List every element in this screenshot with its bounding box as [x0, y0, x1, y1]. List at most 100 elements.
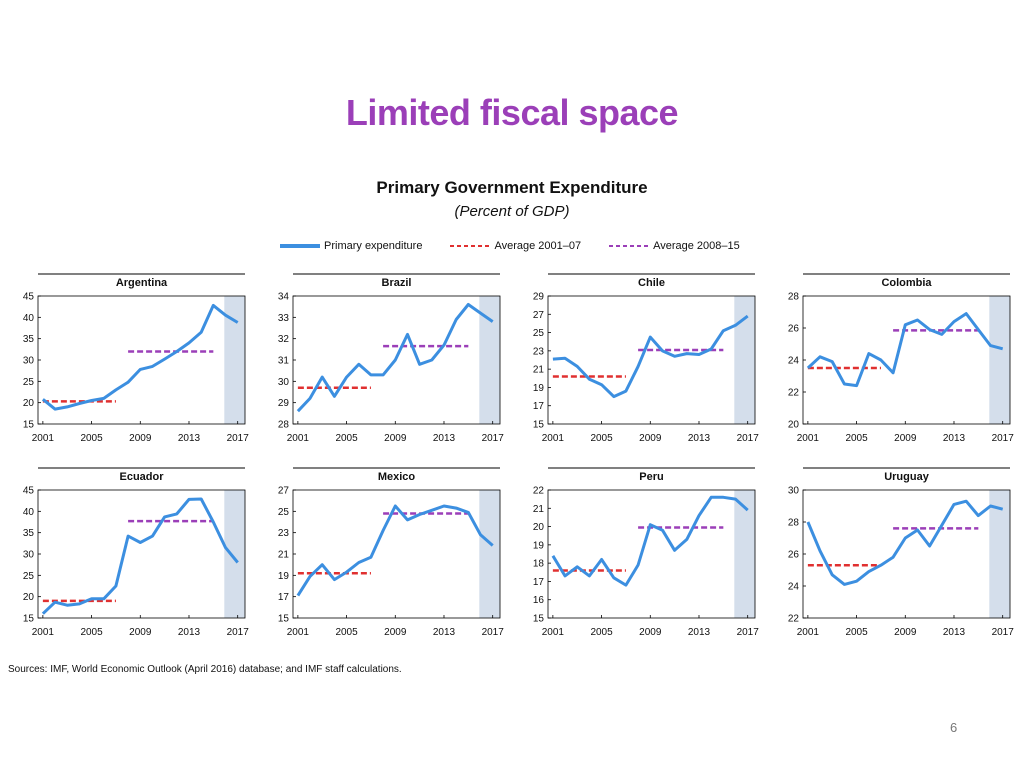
plot-frame — [547, 295, 756, 425]
y-tick-label: 19 — [533, 540, 545, 551]
x-tick-label: 2005 — [335, 433, 358, 444]
x-tick-label: 2009 — [129, 627, 152, 638]
plot-frame — [547, 489, 756, 619]
y-tick-label: 32 — [278, 334, 290, 345]
y-tick-label: 21 — [533, 504, 545, 515]
x-tick-label: 2005 — [590, 433, 613, 444]
y-tick-label: 30 — [278, 377, 290, 388]
y-tick-label: 25 — [23, 377, 35, 388]
forecast-shade — [989, 490, 1010, 618]
chart-title: Peru — [639, 471, 663, 483]
plot-frame — [802, 295, 1011, 425]
x-tick-label: 2017 — [737, 627, 760, 638]
primary-expenditure-line — [296, 303, 494, 413]
y-tick-label: 27 — [533, 310, 545, 321]
chart-peru: Peru 15 16 17 18 19 20 21 22 2001 2005 2009 2013 2017 — [533, 467, 760, 638]
y-tick-label: 29 — [533, 292, 545, 303]
y-tick-label: 19 — [533, 383, 545, 394]
x-tick-label: 2013 — [433, 627, 456, 638]
y-tick-label: 17 — [278, 592, 290, 603]
forecast-shade — [479, 490, 500, 618]
y-tick-label: 23 — [533, 346, 545, 357]
legend: Primary expenditure Average 2001–07 Aver… — [280, 238, 768, 254]
plot-frame — [802, 489, 1011, 619]
y-tick-label: 34 — [278, 292, 290, 303]
y-tick-label: 17 — [533, 401, 545, 412]
y-tick-label: 15 — [533, 614, 545, 625]
forecast-shade — [734, 296, 755, 424]
x-tick-label: 2009 — [384, 627, 407, 638]
x-tick-label: 2013 — [943, 433, 966, 444]
y-tick-label: 30 — [23, 550, 35, 561]
figure-subtitle: (Percent of GDP) — [454, 203, 570, 220]
figure-title: Primary Government Expenditure — [376, 178, 648, 197]
x-tick-label: 2001 — [287, 627, 310, 638]
chart-title: Uruguay — [884, 471, 930, 483]
slide-title: Limited fiscal space — [345, 92, 679, 133]
chart-colombia: Colombia 20 22 24 26 28 2001 2005 2009 2013 2017 — [788, 273, 1015, 444]
y-tick-label: 30 — [23, 356, 35, 367]
y-tick-label: 20 — [788, 420, 800, 431]
y-tick-label: 15 — [23, 614, 35, 625]
x-tick-label: 2001 — [32, 433, 55, 444]
legend-item-avg2: Average 2008–15 — [609, 240, 740, 252]
y-tick-label: 28 — [278, 420, 290, 431]
forecast-shade — [224, 490, 245, 618]
x-tick-label: 2001 — [542, 627, 565, 638]
y-tick-label: 20 — [533, 522, 545, 533]
y-tick-label: 40 — [23, 507, 35, 518]
y-tick-label: 31 — [278, 356, 290, 367]
y-tick-label: 22 — [788, 614, 800, 625]
forecast-shade — [989, 296, 1010, 424]
y-tick-label: 15 — [278, 614, 290, 625]
x-tick-label: 2017 — [227, 627, 250, 638]
x-tick-label: 2005 — [80, 433, 103, 444]
source-note: Sources: IMF, World Economic Outlook (Ap… — [8, 664, 402, 675]
legend-swatch-primary — [280, 244, 320, 248]
y-tick-label: 28 — [788, 292, 800, 303]
x-tick-label: 2013 — [178, 627, 201, 638]
y-tick-label: 22 — [788, 388, 800, 399]
chart-argentina: Argentina 15 20 25 30 35 40 45 2001 2005 2009 2013 2… — [23, 273, 250, 444]
x-tick-label: 2001 — [797, 433, 820, 444]
y-tick-label: 27 — [278, 486, 290, 497]
y-tick-label: 45 — [23, 292, 35, 303]
chart-title: Colombia — [881, 277, 932, 289]
chart-title: Argentina — [116, 277, 168, 289]
primary-expenditure-line — [551, 495, 749, 587]
primary-expenditure-line — [296, 504, 494, 597]
primary-expenditure-line — [806, 312, 1004, 388]
x-tick-label: 2013 — [943, 627, 966, 638]
x-tick-label: 2009 — [894, 433, 917, 444]
x-tick-label: 2005 — [845, 627, 868, 638]
y-tick-label: 24 — [788, 582, 800, 593]
x-tick-label: 2013 — [688, 627, 711, 638]
y-tick-label: 24 — [788, 356, 800, 367]
y-tick-label: 20 — [23, 398, 35, 409]
y-tick-label: 45 — [23, 486, 35, 497]
plot-frame — [37, 295, 246, 425]
x-tick-label: 2013 — [688, 433, 711, 444]
x-tick-label: 2001 — [797, 627, 820, 638]
y-tick-label: 19 — [278, 571, 290, 582]
y-tick-label: 21 — [533, 365, 545, 376]
legend-label-avg1: Average 2001–07 — [494, 240, 582, 252]
x-tick-label: 2017 — [992, 433, 1015, 444]
x-tick-label: 2013 — [433, 433, 456, 444]
y-tick-label: 25 — [533, 328, 545, 339]
x-tick-label: 2017 — [227, 433, 250, 444]
y-tick-label: 35 — [23, 528, 35, 539]
plot-frame — [37, 489, 246, 619]
chart-chile: Chile 15 17 19 21 23 25 27 29 2001 2005 2009 2013 201… — [533, 273, 759, 444]
y-tick-label: 26 — [788, 550, 800, 561]
x-tick-label: 2001 — [287, 433, 310, 444]
y-tick-label: 29 — [278, 398, 290, 409]
primary-expenditure-line — [552, 314, 749, 399]
x-tick-label: 2013 — [178, 433, 201, 444]
x-tick-label: 2017 — [482, 627, 505, 638]
x-tick-label: 2009 — [639, 627, 662, 638]
chart-mexico: Mexico 15 17 19 21 23 25 27 2001 2005 2009 2013 2017 — [278, 467, 505, 638]
legend-label-avg2: Average 2008–15 — [653, 240, 740, 252]
x-tick-label: 2009 — [894, 627, 917, 638]
chart-brazil: Brazil 28 29 30 31 32 33 34 2001 2005 2009 2013 2017 — [278, 273, 504, 444]
